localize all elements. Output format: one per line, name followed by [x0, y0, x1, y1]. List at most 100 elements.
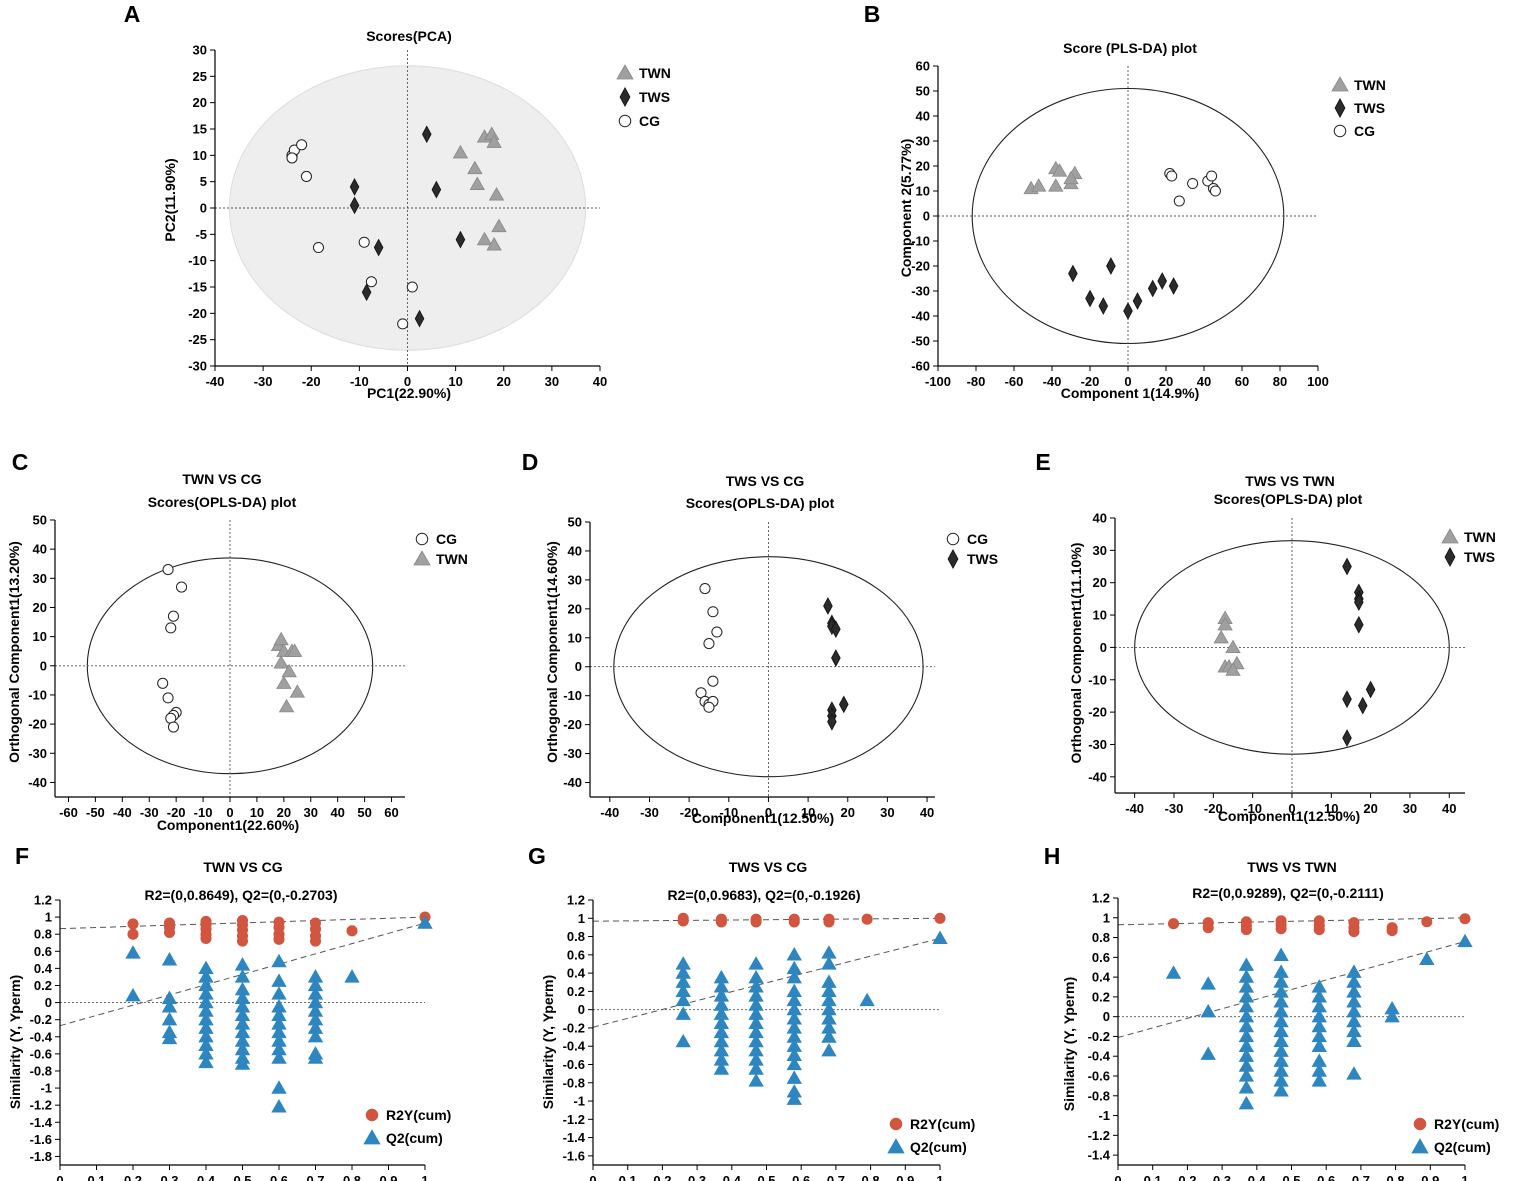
y-axis-label: PC2(11.90%) [162, 158, 178, 241]
y-tick-label: -10 [911, 234, 930, 249]
data-point [715, 916, 727, 928]
y-tick-label: 0 [45, 995, 52, 1010]
x-tick-label: -30 [254, 374, 273, 389]
data-point [296, 139, 308, 151]
data-point [1384, 1008, 1400, 1023]
legend: TWN TWS [1441, 528, 1496, 568]
data-point [707, 606, 719, 618]
data-point [307, 1050, 324, 1064]
series-q2-cum- [125, 915, 433, 1113]
y-tick-label: 0 [578, 1002, 585, 1017]
y-tick-label: 10 [568, 630, 582, 645]
y-tick-label: -0.6 [1088, 1069, 1110, 1084]
y-tick-label: 20 [1093, 575, 1107, 590]
data-point [344, 969, 360, 983]
data-point [699, 583, 711, 595]
x-tick-label: 100 [1307, 374, 1329, 389]
regression-line-r2 [592, 917, 941, 922]
data-point [278, 698, 295, 713]
y-tick-label: -25 [188, 332, 207, 347]
x-tick-label: 30 [1403, 801, 1417, 816]
legend: CG TWN [413, 531, 468, 567]
x-tick-label: 20 [497, 374, 511, 389]
legend-marker [413, 550, 431, 566]
legend-marker [1413, 1117, 1427, 1131]
x-tick-label: 80 [1273, 374, 1287, 389]
x-tick-label: -60 [59, 805, 78, 820]
chart-subtitle: Scores(OPLS-DA) plot [148, 494, 297, 510]
legend-marker [619, 86, 631, 108]
y-tick-label: -0.8 [30, 1063, 52, 1078]
chart-title: TWS VS TWN [1245, 473, 1334, 489]
y-tick-label: -1 [40, 1081, 52, 1096]
y-tick-label: 30 [916, 134, 930, 149]
data-point [677, 915, 689, 927]
data-point [1346, 1066, 1362, 1080]
x-tick-label: 10 [801, 805, 815, 820]
data-point [821, 1042, 837, 1057]
data-point [271, 1099, 287, 1113]
legend-marker [1441, 528, 1459, 544]
series-q2-cum- [1165, 933, 1473, 1110]
data-point [1206, 170, 1218, 182]
series-r2y-cum- [1167, 913, 1471, 938]
data-point [309, 935, 322, 947]
legend: R2Y(cum) Q2(cum) [887, 1116, 975, 1155]
data-point [1240, 924, 1252, 936]
y-tick-label: 10 [193, 148, 207, 163]
data-point [1357, 696, 1368, 715]
y-tick-label: -60 [911, 359, 930, 374]
data-point [161, 1030, 178, 1045]
x-tick-label: -80 [967, 374, 986, 389]
chart-subtitle: Scores(OPLS-DA) plot [686, 495, 835, 511]
y-tick-label: -20 [188, 306, 207, 321]
x-axis-label: Component1(12.50%) [692, 810, 834, 826]
y-tick-label: -1 [573, 1094, 585, 1109]
legend: TWN TWS CG [616, 64, 671, 129]
legend-marker [1334, 97, 1346, 119]
legend-label: CG [639, 113, 660, 129]
y-tick-label: 0.8 [1092, 930, 1110, 945]
data-point [271, 953, 287, 968]
data-point [165, 622, 177, 634]
data-point [1167, 918, 1180, 930]
chart-title: TWS VS CG [729, 859, 808, 875]
x-tick-label: 40 [593, 374, 607, 389]
y-tick-label: -0.4 [30, 1029, 53, 1044]
data-point [361, 283, 372, 302]
legend-marker [363, 1129, 381, 1145]
y-tick-label: 0.8 [567, 929, 585, 944]
data-point [1225, 639, 1241, 654]
data-point [476, 231, 493, 246]
regression-line-q2 [59, 922, 426, 1027]
y-tick-label: -20 [563, 717, 582, 732]
x-tick-label: 20 [277, 805, 291, 820]
panel-label: C [12, 449, 29, 475]
data-point [1365, 680, 1376, 699]
data-point [198, 1054, 214, 1069]
legend-marker [1331, 76, 1349, 92]
y-tick-label: 50 [916, 84, 930, 99]
series-twn [1213, 610, 1245, 676]
legend-label: TWN [639, 65, 671, 81]
legend-marker [946, 532, 960, 546]
series-cg [157, 564, 188, 733]
data-point [286, 643, 303, 657]
y-tick-label: -1.6 [30, 1132, 52, 1147]
y-tick-label: -0.8 [563, 1075, 585, 1090]
y-tick-label: -1.2 [1088, 1128, 1110, 1143]
x-tick-label: 10 [1324, 801, 1338, 816]
data-point [831, 649, 841, 667]
data-point [289, 684, 305, 698]
data-point [1085, 289, 1095, 308]
data-point [932, 930, 948, 945]
data-point [1238, 1080, 1255, 1094]
x-tick-label: 0.4 [723, 1173, 742, 1181]
legend-label: CG [436, 531, 457, 547]
x-tick-label: 10 [250, 805, 264, 820]
legend-label: Q2(cum) [1434, 1139, 1491, 1155]
data-point [414, 309, 425, 328]
x-tick-label: 0.4 [197, 1173, 216, 1181]
